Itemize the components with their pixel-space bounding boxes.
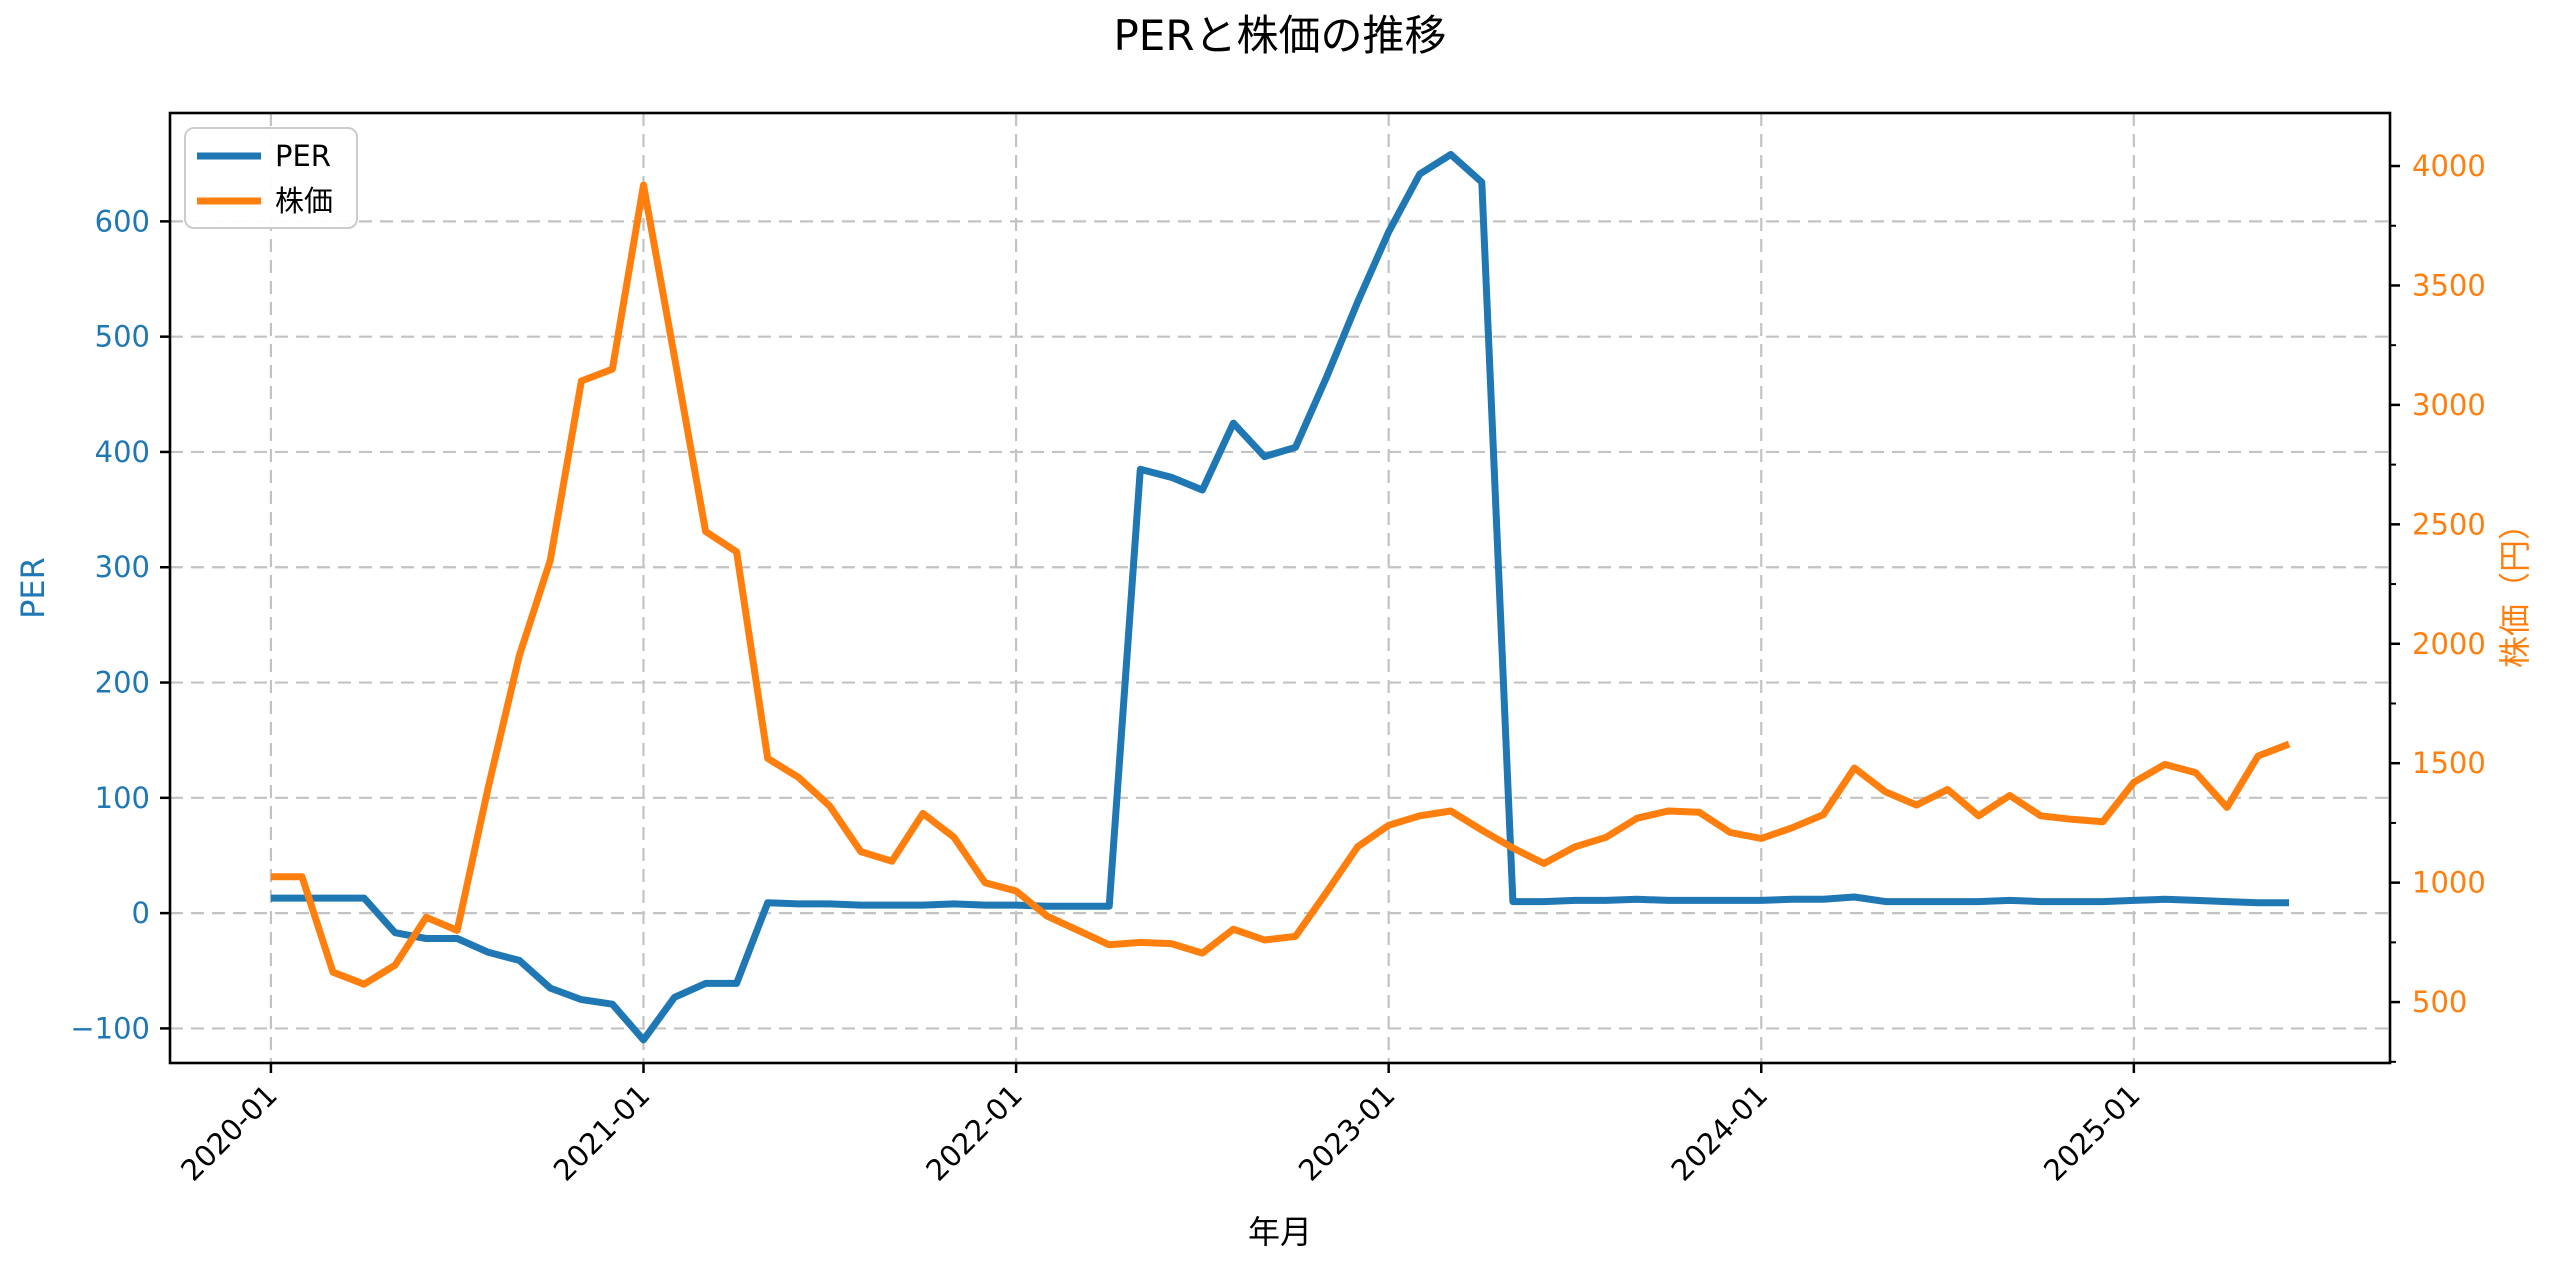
legend-entry-label: 株価 — [275, 184, 333, 218]
right-tick-label: 1000 — [2412, 866, 2486, 900]
y-axis-label-right: 株価（円） — [2496, 508, 2534, 668]
left-tick-label: 400 — [95, 435, 150, 469]
gridlines — [170, 113, 2390, 1063]
legend: PER 株価 — [184, 127, 358, 229]
right-tick-label: 4000 — [2412, 149, 2486, 183]
x-tick-label: 2020-01 — [174, 1078, 284, 1188]
left-tick-label: 100 — [95, 781, 150, 815]
x-tick-label: 2022-01 — [919, 1078, 1029, 1188]
y-axis-label-left: PER — [14, 557, 52, 619]
right-tick-label: 2000 — [2412, 627, 2486, 661]
left-tick-label: 0 — [132, 896, 150, 930]
right-tick-label: 1500 — [2412, 746, 2486, 780]
right-tick-label: 3000 — [2412, 388, 2486, 422]
per-line — [270, 151, 2290, 1044]
x-tick-label: 2023-01 — [1292, 1078, 1402, 1188]
right-tick-label: 500 — [2412, 985, 2467, 1019]
left-tick-label: 300 — [95, 550, 150, 584]
axes: −100 0 100 200 300 400 500 600 500 1000 1500 2000 25… — [70, 111, 2486, 1188]
price-line — [270, 181, 2291, 988]
x-axis-label: 年月 — [1248, 1213, 1312, 1251]
plot-border — [168, 111, 2392, 1065]
x-tick-label: 2024-01 — [1664, 1078, 1774, 1188]
right-tick-label: 3500 — [2412, 268, 2486, 302]
left-tick-label: −100 — [70, 1011, 150, 1045]
data-series — [270, 151, 2291, 1044]
left-tick-label: 200 — [95, 666, 150, 700]
x-tick-label: 2025-01 — [2037, 1078, 2147, 1188]
chart-title: PERと株価の推移 — [1113, 11, 1446, 60]
x-tick-label: 2021-01 — [547, 1078, 657, 1188]
right-tick-label: 2500 — [2412, 507, 2486, 541]
left-tick-label: 500 — [95, 320, 150, 354]
left-tick-label: 600 — [95, 204, 150, 238]
legend-entry-label: PER — [275, 139, 331, 173]
